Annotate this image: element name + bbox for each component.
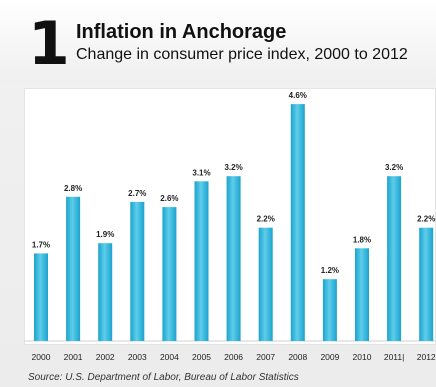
bar-2000 [34,253,48,341]
x-tick-label: 2007 [256,352,275,362]
x-tick-label: 2002 [96,352,115,362]
bar-2011 [387,176,402,341]
bar-2006 [226,176,241,341]
source-note: Source: U.S. Department of Labor, Bureau… [28,372,299,383]
x-tick-label: 2001 [64,352,83,362]
bar-chart: 1.7% 2000 2.8% 2001 1.9% 2002 2.7% 2003 2.6% 2004… [24,91,436,362]
data-label: 1.2% [321,266,339,275]
bar-2007 [258,227,273,341]
data-label: 2.6% [160,194,178,203]
x-tick-label: 2009 [320,352,339,362]
data-label: 2.2% [417,215,435,224]
bar-2005 [194,181,209,341]
bar-2001 [66,196,81,341]
x-tick-label: 2008 [288,352,307,362]
bar-2003 [130,201,145,341]
bar-2009 [322,279,337,341]
x-tick-label: 2000 [32,352,51,362]
data-label: 2.2% [257,215,275,224]
x-tick-label: 2003 [128,352,147,362]
data-label: 3.2% [385,163,403,172]
x-tick-label: 2004 [160,352,179,362]
data-label: 2.7% [128,189,146,198]
x-tick-label: 2011| [384,352,405,362]
x-tick-label: 2012 [417,352,436,362]
x-tick-label: 2006 [224,352,243,362]
bar-2012 [419,227,434,341]
bar-2008 [290,104,305,341]
x-tick-label: 2010 [353,352,372,362]
data-label: 3.2% [224,163,242,172]
data-label: 4.6% [289,91,307,100]
data-label: 1.8% [353,235,371,244]
bar-2002 [98,243,113,341]
data-label: 3.1% [192,168,210,177]
data-label: 2.8% [64,184,82,193]
bar-2004 [162,207,177,341]
chart-subtitle: Change in consumer price index, 2000 to … [76,46,408,63]
chart-title: Inflation in Anchorage [76,21,287,43]
bar-2010 [355,248,369,341]
data-label: 1.9% [96,230,114,239]
data-label: 1.7% [32,240,50,249]
x-tick-label: 2005 [192,352,211,362]
figure-number: 1 [28,9,70,79]
header: 1 Inflation in Anchorage Change in consu… [0,0,436,82]
